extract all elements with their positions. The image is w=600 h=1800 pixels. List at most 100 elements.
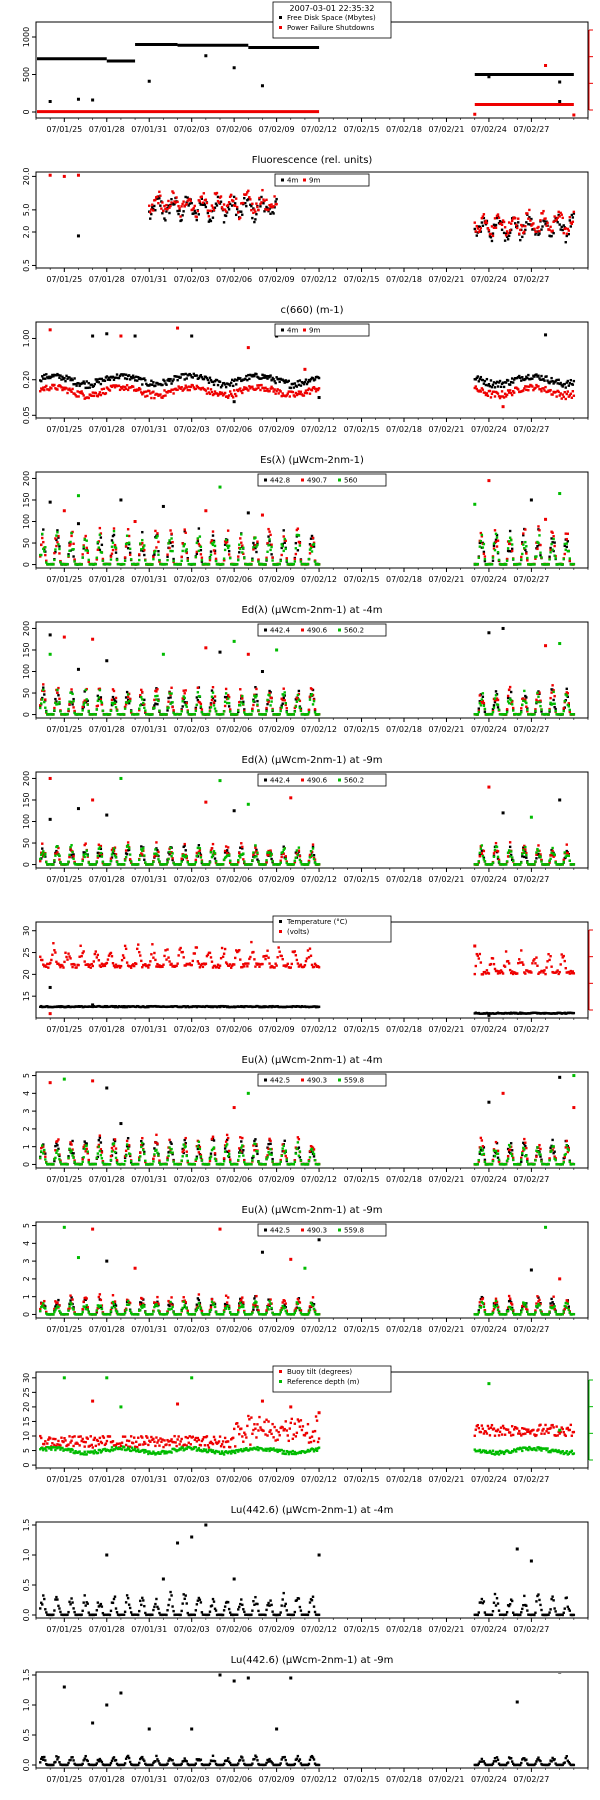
data-point (165, 383, 168, 386)
data-point (87, 560, 90, 563)
data-point (169, 377, 172, 381)
y-tick-label: 200 (22, 471, 31, 486)
x-tick-label: 07/02/24 (471, 725, 507, 734)
data-point (58, 854, 61, 857)
data-point (73, 860, 76, 864)
data-point (194, 860, 198, 864)
data-point (91, 98, 95, 102)
data-point (236, 563, 239, 566)
data-point (141, 849, 144, 853)
data-point (539, 554, 542, 557)
data-point (222, 393, 226, 396)
data-point (218, 650, 222, 654)
data-point (210, 695, 214, 698)
data-point (77, 395, 80, 398)
data-point (551, 849, 554, 853)
data-point (185, 377, 188, 380)
y-tick-label: 200 (22, 621, 31, 636)
data-point (520, 379, 523, 382)
x-tick-label: 07/01/25 (46, 725, 82, 734)
data-point (494, 532, 498, 536)
data-point (221, 563, 225, 566)
data-point (57, 694, 60, 697)
data-point (265, 198, 268, 202)
data-point (177, 212, 180, 216)
data-point (549, 701, 552, 705)
data-point (165, 863, 168, 866)
data-point (479, 375, 483, 379)
data-point (540, 556, 543, 559)
data-point (198, 701, 202, 704)
data-point (125, 845, 129, 848)
data-point (504, 381, 508, 384)
data-point (228, 710, 232, 713)
data-point (207, 220, 211, 223)
data-point (91, 391, 94, 394)
data-point (214, 557, 218, 561)
data-point (537, 385, 540, 388)
data-point (487, 228, 491, 232)
data-point (528, 216, 531, 219)
data-point (265, 706, 268, 710)
data-point (255, 848, 258, 852)
data-point (278, 713, 281, 716)
data-point (303, 391, 307, 395)
data-point (71, 703, 74, 706)
legend: 4m 9m (274, 323, 370, 337)
x-tick-label: 07/01/31 (131, 125, 167, 134)
data-point (557, 213, 560, 217)
data-point (283, 699, 286, 702)
chart-title: c(660) (m-1) (280, 305, 343, 316)
data-point (532, 222, 535, 225)
data-point (494, 226, 498, 229)
data-point (200, 861, 204, 865)
data-point (130, 376, 134, 380)
data-point (496, 850, 500, 853)
data-point (71, 378, 74, 382)
data-point (215, 378, 219, 382)
data-point (269, 704, 272, 707)
data-point (566, 379, 569, 383)
data-point (561, 216, 564, 220)
data-point (239, 377, 242, 380)
data-point (242, 702, 245, 706)
data-point (155, 536, 158, 539)
data-point (77, 382, 80, 385)
data-point (56, 388, 59, 391)
data-point (510, 377, 514, 380)
data-point (506, 700, 510, 703)
y-tick-label: 2.0 (22, 226, 31, 239)
data-point (186, 199, 189, 203)
data-point (81, 556, 84, 559)
data-point (195, 218, 198, 222)
data-point (153, 706, 156, 710)
data-point (540, 858, 543, 862)
data-point (507, 391, 511, 394)
x-tick-label: 07/02/09 (259, 275, 295, 284)
data-point (110, 552, 114, 555)
x-tick-label: 07/02/18 (386, 725, 422, 734)
data-point (168, 546, 171, 550)
data-point (97, 843, 101, 846)
data-point (70, 531, 73, 535)
data-point (44, 546, 47, 549)
data-point (506, 855, 510, 858)
data-point (495, 214, 499, 218)
data-point (262, 198, 265, 201)
data-point (85, 849, 88, 852)
x-tick-label: 07/01/28 (89, 875, 125, 884)
data-point (235, 205, 239, 209)
data-point (227, 549, 231, 553)
data-point (194, 706, 198, 710)
data-point (129, 711, 133, 714)
data-point (481, 546, 485, 549)
data-point (98, 688, 102, 692)
data-point (251, 709, 254, 713)
data-point (510, 703, 514, 706)
data-point (68, 376, 71, 379)
data-point (167, 542, 170, 545)
data-point (228, 390, 232, 393)
data-point (265, 710, 268, 713)
data-point (540, 390, 543, 393)
data-point (171, 540, 174, 544)
